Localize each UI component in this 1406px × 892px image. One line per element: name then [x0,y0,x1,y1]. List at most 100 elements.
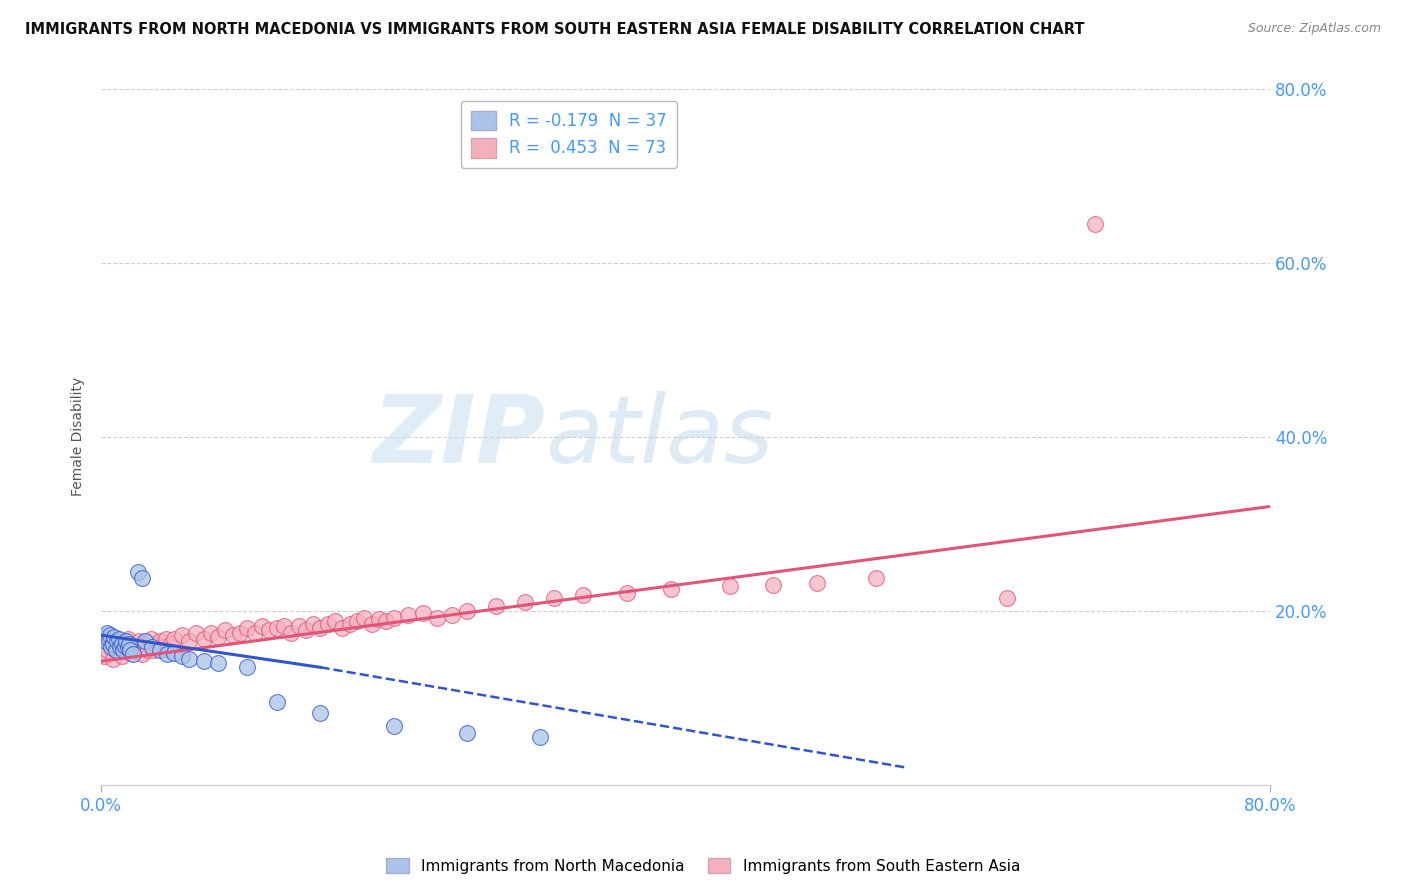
Point [111,637,134,651]
Y-axis label: Female Disability: Female Disability [72,377,86,497]
Point [149,643,172,657]
Text: ZIP: ZIP [373,391,546,483]
Point [103,630,125,644]
Point [107,632,129,646]
Point [104,643,127,657]
Point [156,647,179,661]
Point [236,660,259,674]
Text: Source: ZipAtlas.com: Source: ZipAtlas.com [1247,22,1381,36]
Point [120,646,142,660]
Point [97,632,120,646]
Point [193,654,215,668]
Point [117,640,139,655]
Point [117,632,139,646]
Point [163,646,186,660]
Point [186,625,208,640]
Point [122,637,145,651]
Point [302,616,325,631]
Point [105,634,128,648]
Point [456,604,478,618]
Point [456,725,478,739]
Point [287,619,309,633]
Point [718,579,741,593]
Point [316,616,339,631]
Point [659,582,682,596]
Point [93,648,115,663]
Point [96,643,118,657]
Point [367,612,389,626]
Point [280,625,302,640]
Point [125,643,148,657]
Text: atlas: atlas [546,392,773,483]
Point [112,639,135,653]
Point [382,718,405,732]
Point [107,634,129,648]
Point [266,695,288,709]
Point [108,640,131,655]
Point [222,628,245,642]
Point [114,643,136,657]
Point [163,632,186,646]
Point [207,630,229,644]
Point [259,623,281,637]
Point [193,632,215,646]
Point [339,616,361,631]
Point [353,611,375,625]
Point [101,651,124,665]
Point [93,630,115,644]
Point [207,656,229,670]
Point [131,571,153,585]
Point [114,639,136,653]
Point [136,643,159,657]
Point [145,639,167,653]
Point [118,637,141,651]
Point [214,623,236,637]
Point [134,637,156,651]
Point [762,577,785,591]
Point [104,643,127,657]
Point [426,611,449,625]
Point [177,634,200,648]
Point [375,614,398,628]
Point [243,625,266,640]
Point [295,623,318,637]
Point [98,628,121,642]
Point [396,608,419,623]
Point [115,634,138,648]
Point [101,637,124,651]
Point [142,643,165,657]
Point [273,619,295,633]
Point [236,621,259,635]
Point [98,637,121,651]
Point [122,647,145,661]
Point [309,621,332,635]
Point [572,588,595,602]
Point [139,632,162,646]
Point [155,632,177,646]
Point [177,651,200,665]
Point [127,565,149,579]
Point [120,643,142,657]
Point [529,730,551,744]
Point [543,591,565,605]
Point [100,640,122,655]
Point [513,595,536,609]
Point [160,637,183,651]
Point [250,619,273,633]
Point [360,616,382,631]
Point [96,625,118,640]
Point [200,625,222,640]
Text: IMMIGRANTS FROM NORTH MACEDONIA VS IMMIGRANTS FROM SOUTH EASTERN ASIA FEMALE DIS: IMMIGRANTS FROM NORTH MACEDONIA VS IMMIG… [25,22,1085,37]
Point [330,621,353,635]
Legend: Immigrants from North Macedonia, Immigrants from South Eastern Asia: Immigrants from North Macedonia, Immigra… [380,852,1026,880]
Point [995,591,1018,605]
Point [865,571,887,585]
Point [412,606,434,620]
Point [170,628,193,642]
Legend: R = -0.179  N = 37, R =  0.453  N = 73: R = -0.179 N = 37, R = 0.453 N = 73 [461,101,676,168]
Point [131,647,153,661]
Point [152,640,174,655]
Point [1084,217,1107,231]
Point [112,643,135,657]
Point [229,625,252,640]
